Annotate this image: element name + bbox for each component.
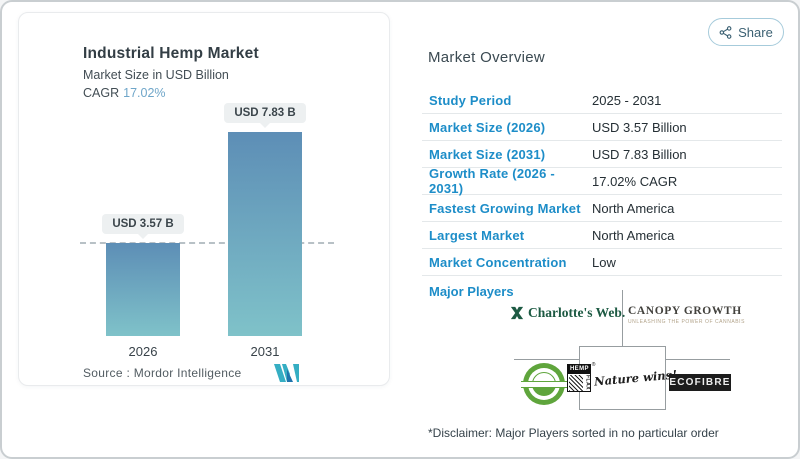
hempflax-wordmark-side: FLAX [583, 374, 591, 391]
bar-2031 [228, 132, 302, 336]
hempflax-wordmark-top: HEMP [568, 365, 591, 374]
stat-label: Fastest Growing Market [429, 200, 581, 216]
source-attribution: Source : Mordor Intelligence [83, 366, 242, 380]
mordor-intelligence-logo-icon [274, 364, 299, 382]
players-divider-horizontal-left [514, 359, 579, 360]
table-row: Market Size (2026) USD 3.57 Billion [422, 114, 782, 141]
charlottes-web-wordmark: Charlotte's Web. [528, 305, 626, 320]
pill-pointer [138, 234, 148, 239]
stat-value: North America [592, 200, 675, 216]
table-row: Market Size (2031) USD 7.83 Billion [422, 141, 782, 168]
cagr-value: 17.02% [123, 86, 166, 100]
table-row: Growth Rate (2026 - 2031) 17.02% CAGR [422, 166, 782, 196]
overview-heading: Market Overview [428, 49, 546, 66]
stat-value: USD 3.57 Billion [592, 119, 687, 135]
players-divider-vertical [622, 290, 623, 347]
hempflax-slogan: Nature wins! [593, 367, 679, 389]
hempflax-mark-icon: HEMP FLAX ® [567, 362, 595, 392]
registered-mark: ® [591, 362, 596, 368]
overview-stats-table: Study Period 2025 - 2031 Market Size (20… [422, 87, 782, 276]
x-axis-label-2031: 2031 [250, 344, 280, 359]
x-axis-label-2026: 2026 [128, 344, 158, 359]
players-divider-horizontal-right [666, 359, 730, 360]
pill-pointer [260, 123, 270, 128]
table-row: Market Concentration Low [422, 249, 782, 276]
share-icon [719, 25, 732, 39]
chart-subtitle: Market Size in USD Billion [83, 68, 229, 82]
share-button-label: Share [738, 24, 773, 40]
cagr-row: CAGR 17.02% [83, 86, 259, 100]
ecofibre-wordmark: ECOFIBRE [669, 377, 731, 388]
cagr-label: CAGR [83, 86, 120, 100]
bar-value-pill-2026: USD 3.57 B [102, 214, 184, 234]
charlottes-web-logo: Charlotte's Web. [510, 305, 625, 321]
stat-label: Largest Market [429, 227, 525, 243]
manitoba-harvest-logo [521, 363, 567, 405]
canopy-growth-tagline: UNLEASHING THE POWER OF CANNABIS [628, 319, 745, 325]
reference-dashed-line [80, 242, 334, 244]
chart-header: Industrial Hemp Market Market Size in US… [83, 45, 259, 100]
bar-value-pill-2031: USD 7.83 B [224, 103, 306, 123]
hempflax-logo-box: HEMP FLAX ® Nature wins! [567, 346, 678, 410]
share-button[interactable]: Share [708, 18, 784, 46]
stat-value: 17.02% CAGR [592, 173, 678, 189]
stat-label: Market Size (2031) [429, 146, 546, 162]
chart-title: Industrial Hemp Market [83, 45, 259, 62]
stat-value: 2025 - 2031 [592, 92, 662, 108]
market-size-chart-card: Industrial Hemp Market Market Size in US… [18, 12, 390, 386]
table-row: Fastest Growing Market North America [422, 195, 782, 222]
hempflax-leaf-hatch [569, 375, 585, 391]
stat-label: Growth Rate (2026 - 2031) [429, 166, 555, 196]
players-disclaimer: *Disclaimer: Major Players sorted in no … [428, 426, 719, 440]
bar-2026 [106, 243, 180, 336]
stat-value: USD 7.83 Billion [592, 146, 687, 162]
ecofibre-logo: ECOFIBRE [669, 374, 731, 391]
canopy-growth-wordmark: CANOPY GROWTH [628, 305, 742, 317]
stat-label: Study Period [429, 92, 512, 108]
stat-label: Market Size (2026) [429, 119, 546, 135]
canopy-growth-logo: CANOPY GROWTH UNLEASHING THE POWER OF CA… [628, 305, 745, 325]
stat-value: North America [592, 227, 675, 243]
stat-label: Market Concentration [429, 254, 567, 270]
table-row: Largest Market North America [422, 222, 782, 249]
bar-group-2026: USD 3.57 B [102, 214, 184, 336]
major-players-label: Major Players [429, 284, 514, 299]
table-row: Study Period 2025 - 2031 [422, 87, 782, 114]
stat-value: Low [592, 254, 616, 270]
manitoba-harvest-badge-banner [521, 381, 567, 388]
charlottes-web-x-icon [510, 306, 524, 320]
bar-group-2031: USD 7.83 B [224, 103, 306, 336]
